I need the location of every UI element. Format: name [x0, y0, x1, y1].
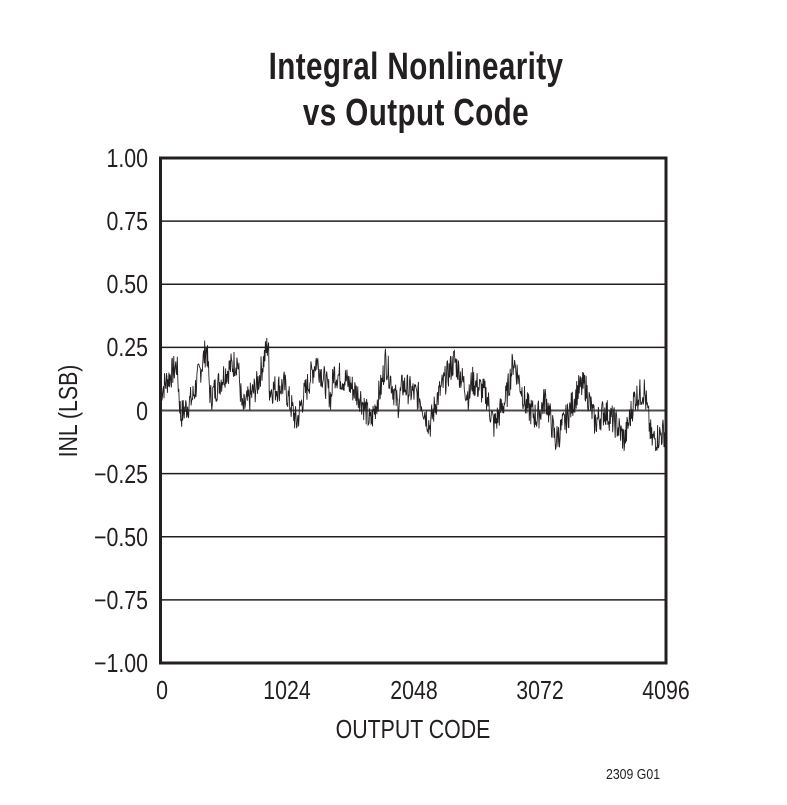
y-tick: 0 [136, 395, 148, 426]
x-tick: 1024 [263, 675, 311, 705]
y-tick: −1.00 [94, 648, 148, 678]
y-tick: 1.00 [106, 143, 148, 173]
gridlines [161, 220, 666, 601]
x-tick: 0 [156, 675, 168, 705]
y-tick: 0.75 [106, 206, 148, 237]
x-tick: 3072 [516, 675, 564, 705]
y-tick: −0.50 [94, 521, 148, 552]
inl-trace [160, 337, 667, 452]
x-tick: 4096 [642, 675, 690, 705]
y-tick: −0.75 [94, 584, 148, 615]
inl-line [160, 337, 667, 452]
figure-id: 2309 G01 [606, 766, 661, 783]
y-tick: −0.25 [94, 458, 148, 489]
x-tick: 2048 [389, 675, 438, 705]
y-tick: 0.50 [106, 269, 148, 300]
chart-title-line-1: Integral Nonlinearity [268, 46, 564, 88]
y-tick: 0.25 [106, 332, 148, 363]
x-axis-label: OUTPUT CODE [335, 714, 491, 744]
plot-frame [159, 156, 668, 665]
y-axis-label: INL (LSB) [53, 364, 83, 458]
chart-title-line-2: vs Output Code [302, 92, 530, 134]
chart-title: Integral Nonlinearity vs Output Code [92, 44, 741, 136]
